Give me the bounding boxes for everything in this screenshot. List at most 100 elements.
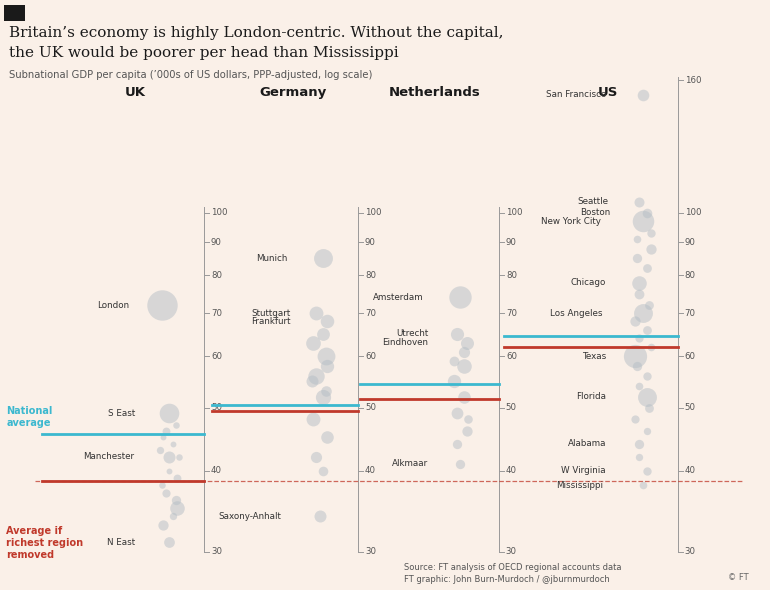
Point — [448, 376, 460, 386]
Point — [317, 254, 330, 263]
Text: Mississippi: Mississippi — [556, 481, 603, 490]
Text: Britain’s economy is highly London-centric. Without the capital,: Britain’s economy is highly London-centr… — [9, 26, 504, 40]
Text: 90: 90 — [365, 238, 376, 247]
Point — [307, 415, 320, 424]
Text: 90: 90 — [685, 238, 695, 247]
Point — [641, 208, 653, 217]
Point — [317, 392, 330, 401]
Text: N East: N East — [106, 538, 135, 547]
Text: Boston: Boston — [581, 208, 611, 217]
Point — [163, 466, 176, 476]
Point — [631, 361, 643, 371]
Point — [307, 338, 320, 348]
Point — [637, 309, 649, 318]
Point — [641, 427, 653, 436]
Text: 70: 70 — [506, 309, 517, 317]
Point — [631, 254, 643, 263]
Point — [448, 356, 460, 366]
Point — [629, 352, 641, 361]
Point — [167, 439, 179, 448]
Text: Alabama: Alabama — [567, 440, 606, 448]
Text: 60: 60 — [685, 352, 695, 361]
Text: 90: 90 — [211, 238, 222, 247]
Text: 80: 80 — [506, 271, 517, 280]
Text: 80: 80 — [365, 271, 376, 280]
Text: 30: 30 — [506, 547, 517, 556]
Point — [306, 376, 318, 386]
Point — [633, 278, 645, 287]
Point — [643, 403, 655, 412]
Point — [310, 309, 322, 318]
Text: 50: 50 — [365, 404, 376, 412]
Point — [462, 415, 474, 424]
Text: Seattle: Seattle — [578, 197, 608, 206]
Point — [154, 445, 166, 455]
Text: Source: FT analysis of OECD regional accounts data
FT graphic: John Burn-Murdoch: Source: FT analysis of OECD regional acc… — [404, 563, 621, 584]
Point — [641, 264, 653, 273]
Point — [450, 439, 463, 448]
Text: 50: 50 — [506, 404, 517, 412]
Text: 80: 80 — [211, 271, 222, 280]
Text: Frankfurt: Frankfurt — [251, 317, 290, 326]
Point — [633, 439, 645, 448]
Point — [458, 347, 470, 356]
Text: 40: 40 — [365, 466, 376, 475]
Text: 80: 80 — [685, 271, 695, 280]
Point — [317, 466, 330, 476]
Text: 30: 30 — [211, 547, 222, 556]
Text: 100: 100 — [211, 208, 227, 217]
Text: 160: 160 — [685, 76, 701, 85]
Point — [163, 537, 176, 547]
Text: 100: 100 — [506, 208, 522, 217]
Text: Eindhoven: Eindhoven — [382, 338, 428, 347]
Text: Average if
richest region
removed: Average if richest region removed — [6, 526, 83, 560]
Point — [321, 316, 333, 326]
Point — [450, 329, 463, 339]
Point — [454, 459, 467, 468]
Text: US: US — [598, 86, 618, 99]
Point — [321, 432, 333, 442]
Bar — [4, 5, 25, 21]
Text: 40: 40 — [211, 466, 222, 475]
Point — [460, 338, 473, 348]
Point — [450, 409, 463, 418]
Text: Utrecht: Utrecht — [396, 329, 428, 339]
Text: 50: 50 — [685, 404, 695, 412]
Text: 50: 50 — [211, 404, 222, 412]
Point — [631, 234, 643, 244]
Point — [633, 452, 645, 461]
Point — [171, 503, 183, 513]
Text: Germany: Germany — [259, 86, 326, 99]
Text: 70: 70 — [365, 309, 376, 317]
Point — [637, 217, 649, 226]
Point — [637, 480, 649, 490]
Text: 60: 60 — [506, 352, 517, 361]
Text: Stuttgart: Stuttgart — [251, 309, 290, 317]
Point — [320, 352, 332, 361]
Text: Alkmaar: Alkmaar — [392, 459, 428, 468]
Point — [317, 329, 330, 339]
Text: London: London — [97, 300, 129, 310]
Point — [644, 228, 657, 238]
Text: 90: 90 — [506, 238, 517, 247]
Point — [163, 452, 176, 461]
Point — [643, 300, 655, 310]
Text: 70: 70 — [211, 309, 222, 317]
Point — [321, 361, 333, 371]
Point — [644, 244, 657, 253]
Text: Florida: Florida — [576, 392, 606, 401]
Text: S East: S East — [108, 409, 135, 418]
Text: Saxony-Anhalt: Saxony-Anhalt — [218, 512, 281, 521]
Text: 100: 100 — [365, 208, 381, 217]
Point — [641, 392, 653, 401]
Text: UK: UK — [124, 86, 146, 99]
Text: W Virginia: W Virginia — [561, 466, 606, 475]
Text: 60: 60 — [365, 352, 376, 361]
Point — [167, 512, 179, 521]
Text: Los Angeles: Los Angeles — [551, 309, 603, 317]
Point — [460, 427, 473, 436]
Text: National
average: National average — [6, 406, 52, 428]
Point — [156, 300, 168, 310]
Point — [163, 409, 176, 418]
Text: 40: 40 — [506, 466, 517, 475]
